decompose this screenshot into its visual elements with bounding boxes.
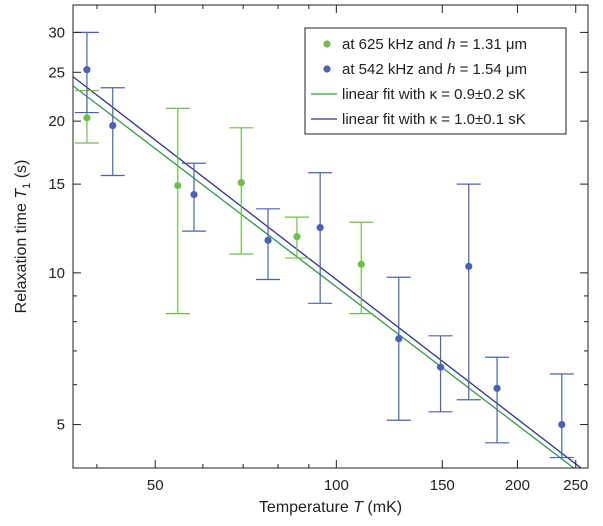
legend-label-suffix: = 1.31 μm bbox=[455, 36, 527, 53]
data-point-group bbox=[229, 127, 254, 255]
data-point-group bbox=[165, 107, 190, 315]
data-point-group bbox=[182, 162, 207, 232]
data-point-group bbox=[100, 87, 125, 177]
legend-label: at 542 kHz and h = 1.54 μm bbox=[342, 61, 527, 78]
fit-line-2 bbox=[73, 85, 575, 468]
x-tick-label: 100 bbox=[324, 477, 349, 494]
x-tick-label: 150 bbox=[430, 477, 455, 494]
y-tick-label: 30 bbox=[48, 24, 65, 41]
data-point-group bbox=[549, 373, 574, 459]
data-point bbox=[109, 121, 117, 130]
y-tick-label: 15 bbox=[48, 176, 65, 193]
x-axis-title-symbol: T bbox=[353, 499, 364, 516]
data-point bbox=[316, 223, 324, 232]
y-axis-title-unit: (s) bbox=[13, 160, 30, 183]
data-point-group bbox=[428, 335, 453, 413]
y-axis-title: Relaxation time T1 (s) bbox=[13, 160, 33, 314]
data-point bbox=[264, 236, 272, 244]
y-tick-label: 10 bbox=[48, 265, 65, 282]
legend-label-prefix: at 542 kHz and bbox=[342, 61, 447, 78]
plot-frame bbox=[72, 4, 589, 469]
fit-line-3 bbox=[73, 76, 583, 468]
data-point bbox=[174, 181, 182, 190]
legend-marker bbox=[323, 40, 331, 48]
x-tick-label: 200 bbox=[505, 477, 530, 494]
data-point bbox=[237, 179, 245, 187]
y-tick-label: 25 bbox=[48, 64, 65, 81]
x-tick-label: 50 bbox=[147, 477, 164, 494]
y-axis-title-subscript: 1 bbox=[21, 183, 33, 189]
data-point bbox=[357, 260, 365, 268]
legend-box bbox=[304, 27, 567, 135]
x-tick-label: 250 bbox=[563, 477, 588, 494]
data-point bbox=[83, 114, 91, 122]
data-point-group bbox=[284, 216, 309, 259]
y-axis-title-text: Relaxation time bbox=[13, 199, 30, 314]
legend-label-symbol: h bbox=[447, 36, 455, 53]
x-axis-title: Temperature T (mK) bbox=[259, 499, 402, 516]
y-tick-label: 5 bbox=[57, 417, 65, 434]
data-point-group bbox=[349, 221, 374, 315]
data-point-group bbox=[485, 356, 510, 444]
data-point bbox=[436, 363, 445, 371]
data-point-group bbox=[386, 276, 411, 421]
data-point bbox=[395, 335, 403, 343]
data-point bbox=[558, 420, 566, 429]
data-point bbox=[465, 262, 473, 270]
legend-marker bbox=[323, 65, 331, 73]
data-point-group bbox=[456, 183, 481, 401]
legend-label-suffix: = 1.54 μm bbox=[455, 61, 527, 78]
data-point bbox=[190, 190, 198, 199]
data-point-group bbox=[308, 172, 333, 304]
legend-label-symbol: h bbox=[447, 61, 455, 78]
legend-label-prefix: at 625 kHz and bbox=[342, 36, 447, 53]
data-point bbox=[293, 233, 301, 241]
legend-label: at 625 kHz and h = 1.31 μm bbox=[342, 36, 527, 53]
x-axis-title-unit: (mK) bbox=[363, 499, 402, 516]
y-tick-label: 20 bbox=[48, 113, 65, 130]
y-axis-title-symbol: T bbox=[13, 188, 30, 199]
x-axis-title-text: Temperature bbox=[259, 499, 353, 516]
legend-label: linear fit with κ = 0.9±0.2 sK bbox=[342, 86, 526, 103]
data-point-group bbox=[256, 208, 281, 281]
data-point bbox=[493, 384, 501, 392]
data-point bbox=[83, 66, 91, 74]
legend-label: linear fit with κ = 1.0±0.1 sK bbox=[342, 111, 526, 128]
